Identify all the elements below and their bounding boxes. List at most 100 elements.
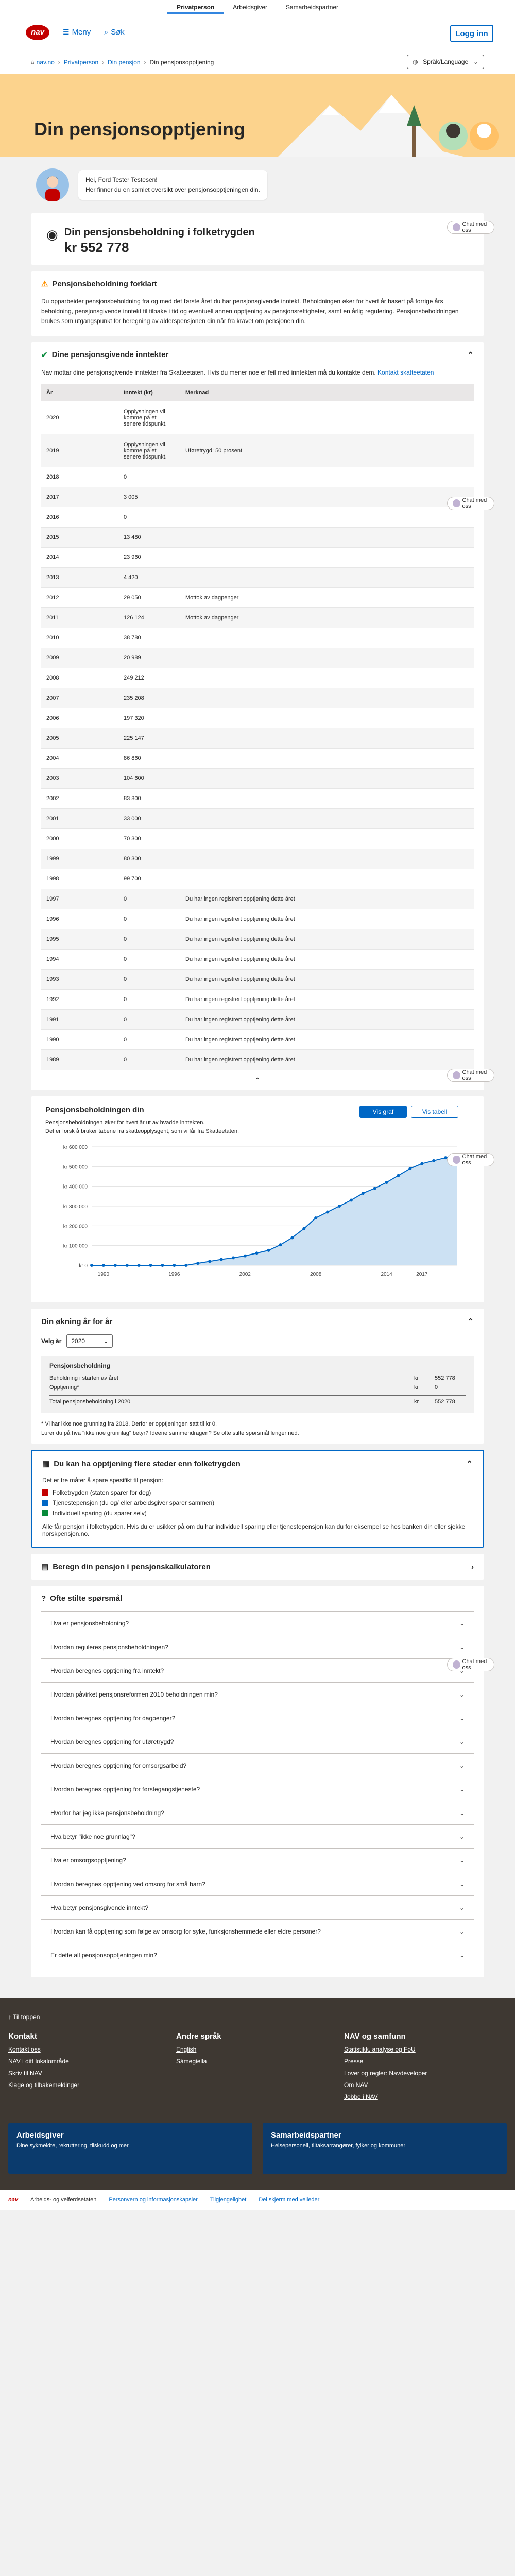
footer-link[interactable]: Kontakt oss — [8, 2046, 41, 2054]
data-point — [385, 1181, 388, 1184]
crumb-navno[interactable]: nav.no — [36, 58, 55, 66]
footer-link[interactable]: Lover og regler: Navdeveloper — [344, 2070, 427, 2077]
footer-link[interactable]: Om NAV — [344, 2081, 368, 2089]
footer-link[interactable]: Del skjerm med veileder — [259, 2197, 320, 2204]
utvikling-title: Pensjonsbeholdningen din — [45, 1106, 144, 1115]
table-cell: 2002 — [46, 795, 59, 802]
chevron-down-icon: ⌄ — [103, 1337, 109, 1345]
table-cell: Du har ingen registrert opptjening dette… — [185, 1037, 295, 1043]
to-top-link[interactable]: Til toppen — [13, 2013, 40, 2021]
search-button[interactable]: ⌕ Søk — [104, 28, 125, 37]
aar-title: Din økning år for år — [41, 1317, 113, 1326]
table-cell: 1995 — [46, 936, 59, 943]
aar-header[interactable]: Din økning år for år ⌃ — [31, 1309, 484, 1334]
faq-item[interactable]: Hva er pensjonsbeholdning? ⌄ — [41, 1612, 474, 1636]
faq-item[interactable]: Hvordan påvirket pensjonsreformen 2010 b… — [41, 1683, 474, 1707]
table-cell: 20 989 — [124, 655, 141, 662]
table-cell: 2008 — [46, 675, 59, 682]
footer-link[interactable]: Skriv til NAV — [8, 2070, 42, 2077]
aar-row-value: 552 778 — [435, 1375, 455, 1382]
faq-item[interactable]: Hvordan kan få opptjening som følge av o… — [41, 1920, 474, 1944]
faq-item[interactable]: Hvordan beregnes opptjening for dagpenge… — [41, 1706, 474, 1731]
footer-link[interactable]: English — [176, 2046, 197, 2054]
table-row: 2019 Opplysningen vil komme på et senere … — [41, 434, 474, 467]
faq-item[interactable]: Hvordan beregnes opptjening for omsorgsa… — [41, 1754, 474, 1778]
footer-link[interactable]: Jobbe i NAV — [344, 2093, 378, 2101]
faq-question: Hvorfor har jeg ikke pensjonsbeholdning? — [50, 1809, 164, 1817]
inntekt-header[interactable]: ✔ Dine pensjonsgivende inntekter ⌃ — [31, 342, 484, 368]
kalkulator-header[interactable]: ▤ Beregn din pensjon i pensjonskalkulator… — [31, 1554, 484, 1580]
nav-logo[interactable]: nav — [26, 24, 49, 40]
faq-item[interactable]: Er dette all pensjonsopptjeningen min? ⌄ — [41, 1943, 474, 1968]
data-point — [149, 1264, 152, 1267]
data-point — [161, 1264, 164, 1267]
kalkulator-panel[interactable]: ▤ Beregn din pensjon i pensjonskalkulator… — [31, 1554, 484, 1580]
topnav-arbeidsgiver[interactable]: Arbeidsgiver — [233, 4, 267, 11]
arbeidsgiver-card[interactable]: Arbeidsgiver Dine sykmeldte, rekruttering… — [8, 2123, 252, 2175]
faq-item[interactable]: Hvorfor har jeg ikke pensjonsbeholdning?… — [41, 1801, 474, 1825]
aar-rows: Beholdning i starten av året kr 552 778 Opp… — [49, 1374, 466, 1406]
chevron-down-icon: ⌄ — [459, 1927, 465, 1935]
footer-link[interactable]: NAV i ditt lokalområde — [8, 2058, 69, 2065]
chat-icon — [453, 1660, 460, 1669]
faq-item[interactable]: Hvordan beregnes opptjening fra inntekt?… — [41, 1659, 474, 1683]
footer-link[interactable]: Presse — [344, 2058, 364, 2065]
faq-item[interactable]: Hvordan reguleres pensjonsbeholdningen? ⌄ — [41, 1635, 474, 1659]
table-cell: 0 — [124, 1016, 127, 1023]
crumb-privatperson[interactable]: Privatperson — [63, 58, 99, 66]
table-row: 1998 99 700 — [41, 869, 474, 889]
table-cell: 2016 — [46, 514, 59, 521]
footer-link[interactable]: Tilgjengelighet — [210, 2197, 247, 2204]
data-point — [208, 1260, 212, 1263]
ordninger-header[interactable]: ▦ Du kan ha opptjening flere steder enn f… — [32, 1451, 483, 1477]
chat-button[interactable]: Chat med oss — [447, 221, 494, 234]
crumb-din-pensjon[interactable]: Din pensjon — [108, 58, 141, 66]
faq-item[interactable]: Hvordan beregnes opptjening ved omsorg f… — [41, 1872, 474, 1896]
table-cell: 2012 — [46, 595, 59, 601]
chat-button[interactable]: Chat med oss — [447, 1068, 494, 1082]
y-tick-label: kr 500 000 — [63, 1165, 88, 1171]
chat-button[interactable]: Chat med oss — [447, 1153, 494, 1167]
footer-link[interactable]: Sámegiella — [176, 2058, 207, 2065]
aar-summary-header: Pensjonsbeholdning — [49, 1362, 111, 1370]
show-table-button[interactable]: Vis tabell — [411, 1106, 458, 1118]
coin-icon: ◉ — [46, 227, 58, 242]
faq-item[interactable]: Hva er omsorgsopptjening? ⌄ — [41, 1849, 474, 1873]
table-cell: 0 — [124, 916, 127, 923]
topnav-samarbeidspartner[interactable]: Samarbeidspartner — [286, 4, 339, 11]
year-select[interactable]: 2020 ⌄ — [66, 1334, 113, 1348]
topnav-privatperson[interactable]: Privatperson — [167, 0, 224, 14]
chat-button[interactable]: Chat med oss — [447, 496, 494, 510]
beholdning-chart: kr 0 kr 100 000 kr 200 000 kr 300 000 kr 400… — [63, 1145, 459, 1277]
login-button[interactable]: Logg inn — [450, 25, 493, 42]
table-cell — [180, 869, 474, 889]
table-cell — [180, 401, 474, 434]
aar-row-label: Total pensjonsbeholdning i 2020 — [49, 1399, 131, 1405]
card-text: Dine sykmeldte, rekruttering, tilskudd o… — [16, 2143, 130, 2149]
faq-item[interactable]: Hvordan beregnes opptjening for uføretry… — [41, 1730, 474, 1754]
faq-item[interactable]: Hva betyr pensjonsgivende inntekt? ⌄ — [41, 1896, 474, 1920]
table-row: 2013 4 420 — [41, 567, 474, 588]
collapse-chevron-icon[interactable]: ⌃ — [254, 1076, 261, 1085]
table-cell: Du har ingen registrert opptjening dette… — [185, 1057, 295, 1063]
forklart-header[interactable]: ⚠ Pensjonsbeholdning forklart — [31, 271, 484, 297]
footer-link[interactable]: Klage og tilbakemeldinger — [8, 2081, 80, 2089]
faq-item[interactable]: Hva betyr "ikke noe grunnlag"? ⌄ — [41, 1825, 474, 1849]
chevron-down-icon: ⌄ — [459, 1833, 465, 1840]
y-tick-label: kr 200 000 — [63, 1224, 88, 1230]
faq-item[interactable]: Hvordan beregnes opptjening for førstega… — [41, 1777, 474, 1802]
x-tick-label: 2014 — [381, 1272, 392, 1277]
forklart-title: Pensjonsbeholdning forklart — [52, 279, 157, 289]
chat-button[interactable]: Chat med oss — [447, 1658, 494, 1672]
col-amount: Inntekt (kr) — [118, 383, 180, 401]
language-select[interactable]: ◍ Språk/Language ⌄ — [407, 55, 484, 69]
year-select-label: Velg år — [41, 1337, 62, 1345]
table-cell — [180, 789, 474, 809]
skatteetaten-link[interactable]: Kontakt skatteetaten — [377, 368, 434, 376]
footer-link[interactable]: Statistikk, analyse og FoU — [344, 2046, 416, 2054]
samarbeidspartner-card[interactable]: Samarbeidspartner Helsepersonell, tiltaks… — [263, 2123, 507, 2175]
menu-button[interactable]: ☰ Meny — [63, 28, 91, 37]
table-cell: Du har ingen registrert opptjening dette… — [185, 996, 295, 1003]
footer-link[interactable]: Personvern og informasjonskapsler — [109, 2197, 198, 2204]
show-graph-button[interactable]: Vis graf — [359, 1106, 407, 1118]
